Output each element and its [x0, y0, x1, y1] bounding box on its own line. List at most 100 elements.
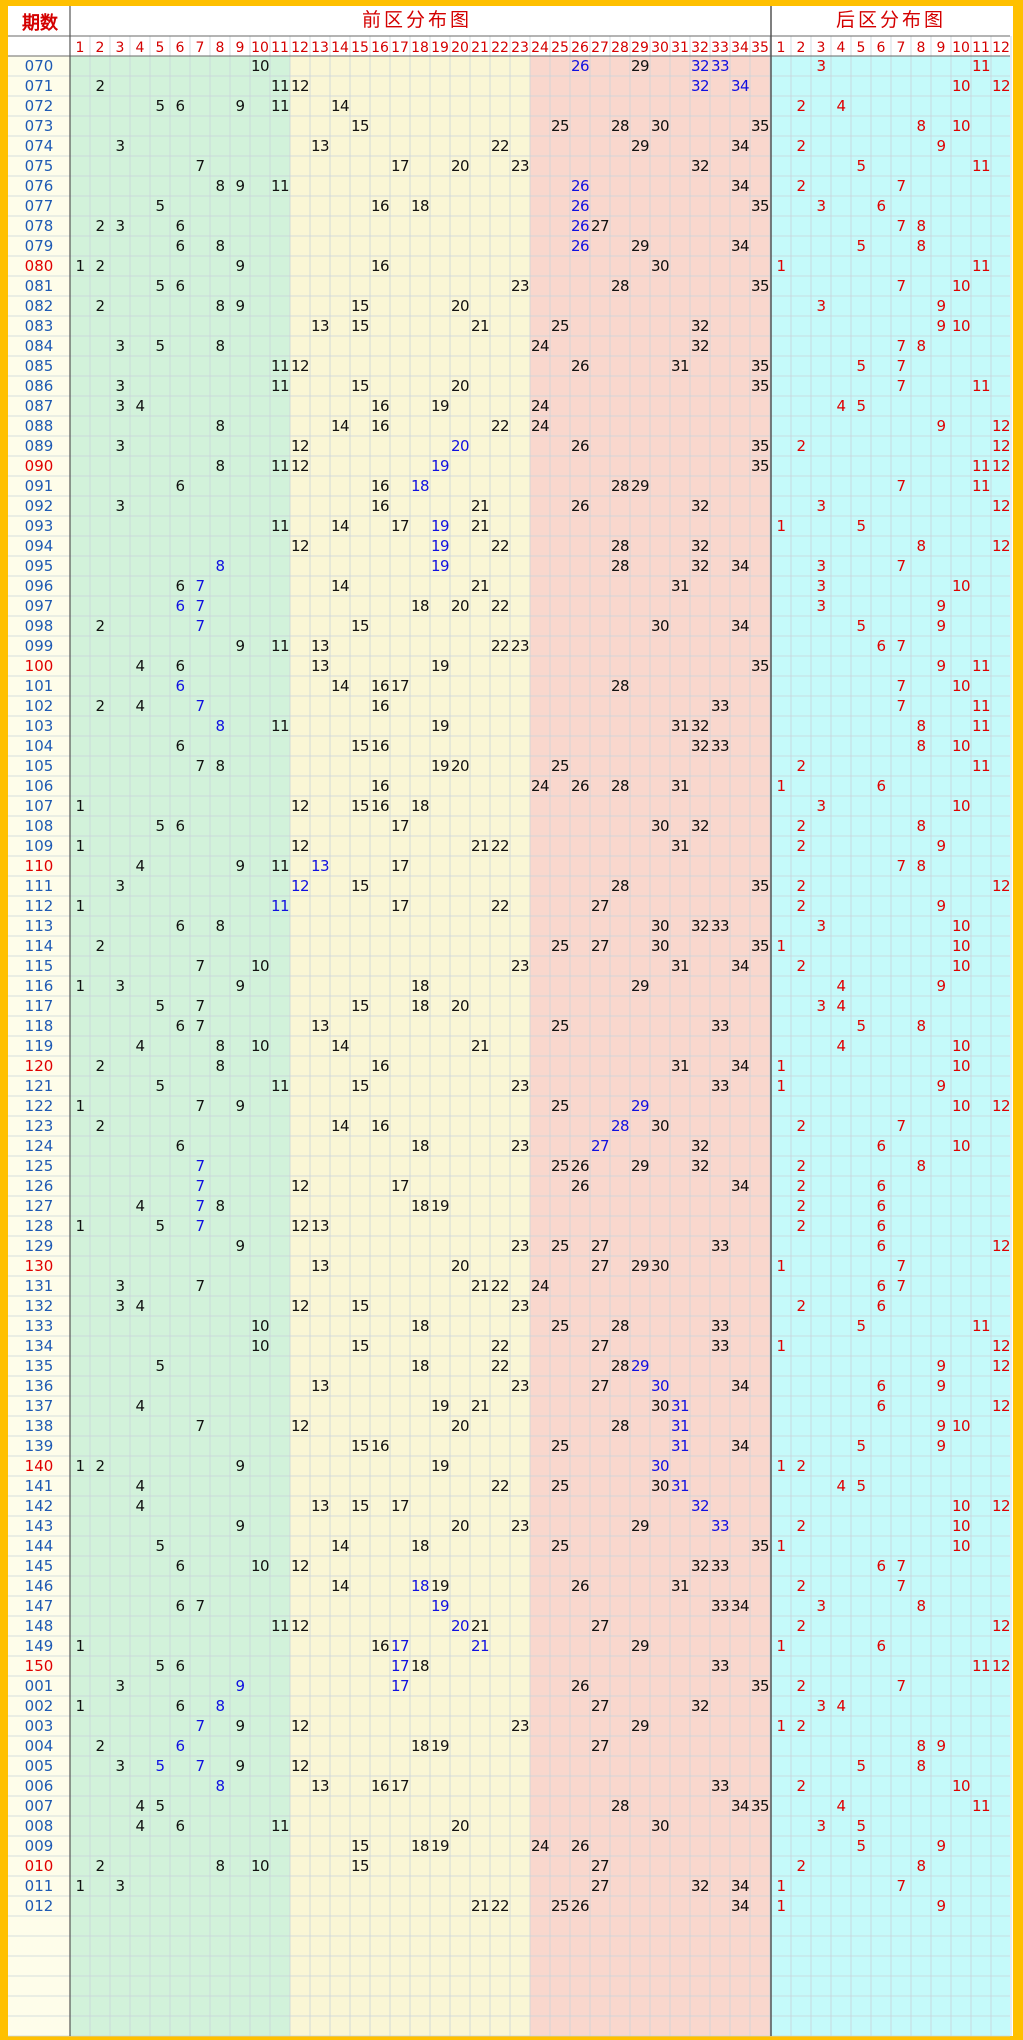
period-label: 129	[25, 1237, 54, 1255]
front-number-mark: 14	[331, 1117, 349, 1135]
front-number-mark: 18	[411, 1317, 429, 1335]
period-label: 148	[25, 1617, 54, 1635]
front-number-mark: 23	[511, 957, 529, 975]
back-number-mark: 9	[936, 297, 945, 315]
back-number-mark: 9	[936, 137, 945, 155]
front-number-mark: 16	[371, 1057, 389, 1075]
front-number-mark: 28	[611, 1117, 629, 1135]
front-number-mark: 6	[175, 277, 184, 295]
front-number-mark: 35	[751, 657, 769, 675]
front-number-mark: 18	[411, 1537, 429, 1555]
front-number-mark: 20	[451, 597, 469, 615]
front-number-mark: 30	[651, 1257, 669, 1275]
front-number-mark: 35	[751, 357, 769, 375]
front-number-mark: 27	[591, 1237, 609, 1255]
back-number-mark: 12	[992, 457, 1010, 475]
front-column-label: 6	[176, 40, 185, 56]
front-number-mark: 1	[75, 1877, 84, 1895]
front-number-mark: 26	[571, 497, 589, 515]
period-label: 111	[25, 877, 54, 895]
back-number-mark: 2	[796, 1157, 805, 1175]
front-number-mark: 31	[671, 1437, 689, 1455]
front-number-mark: 16	[371, 797, 389, 815]
front-number-mark: 33	[711, 1237, 729, 1255]
front-number-mark: 4	[135, 1797, 144, 1815]
back-zone-title: 后区分布图	[836, 9, 946, 31]
period-label: 131	[25, 1277, 54, 1295]
front-number-mark: 25	[551, 117, 569, 135]
period-label: 090	[25, 457, 54, 475]
back-number-mark: 4	[836, 977, 845, 995]
back-number-mark: 8	[916, 1017, 925, 1035]
front-number-mark: 7	[195, 697, 204, 715]
front-number-mark: 4	[135, 857, 144, 875]
back-column-label: 10	[952, 40, 970, 56]
back-number-mark: 2	[796, 817, 805, 835]
front-number-mark: 14	[331, 1577, 349, 1595]
front-number-mark: 8	[215, 1697, 224, 1715]
front-number-mark: 26	[571, 1577, 589, 1595]
front-number-mark: 17	[391, 677, 409, 695]
front-number-mark: 11	[271, 517, 289, 535]
front-number-mark: 23	[511, 157, 529, 175]
back-number-mark: 2	[796, 97, 805, 115]
front-number-mark: 30	[651, 117, 669, 135]
front-number-mark: 1	[75, 1457, 84, 1475]
period-label: 119	[25, 1037, 54, 1055]
front-number-mark: 4	[135, 397, 144, 415]
back-number-mark: 11	[972, 257, 990, 275]
back-number-mark: 10	[952, 677, 970, 695]
back-number-mark: 2	[796, 957, 805, 975]
front-number-mark: 30	[651, 917, 669, 935]
front-column-label: 8	[216, 40, 225, 56]
period-label: 104	[25, 737, 54, 755]
back-number-mark: 2	[796, 897, 805, 915]
front-number-mark: 19	[431, 757, 449, 775]
back-number-mark: 2	[796, 1197, 805, 1215]
front-number-mark: 26	[571, 197, 589, 215]
front-number-mark: 17	[391, 517, 409, 535]
front-number-mark: 30	[651, 1377, 669, 1395]
period-label: 135	[25, 1357, 54, 1375]
front-number-mark: 6	[175, 1597, 184, 1615]
period-label: 089	[25, 437, 54, 455]
front-number-mark: 22	[491, 1897, 509, 1915]
front-number-mark: 9	[235, 1097, 244, 1115]
back-number-mark: 3	[816, 557, 825, 575]
front-number-mark: 2	[95, 697, 104, 715]
front-column-label: 27	[591, 40, 609, 56]
front-column-label: 35	[751, 40, 769, 56]
back-number-mark: 11	[972, 1657, 990, 1675]
front-number-mark: 8	[215, 457, 224, 475]
front-number-mark: 9	[235, 297, 244, 315]
front-number-mark: 25	[551, 1097, 569, 1115]
front-number-mark: 15	[351, 877, 369, 895]
front-number-mark: 26	[571, 217, 589, 235]
back-number-mark: 7	[896, 677, 905, 695]
front-number-mark: 13	[311, 137, 329, 155]
front-number-mark: 3	[115, 977, 124, 995]
front-number-mark: 27	[591, 1857, 609, 1875]
period-label: 001	[25, 1677, 54, 1695]
back-number-mark: 9	[936, 977, 945, 995]
front-number-mark: 2	[95, 1117, 104, 1135]
front-number-mark: 31	[671, 1397, 689, 1415]
front-number-mark: 31	[671, 357, 689, 375]
front-number-mark: 22	[491, 1337, 509, 1355]
period-label: 095	[25, 557, 54, 575]
front-number-mark: 32	[691, 1877, 709, 1895]
front-number-mark: 8	[215, 1057, 224, 1075]
period-label: 130	[25, 1257, 54, 1275]
front-number-mark: 17	[391, 897, 409, 915]
back-number-mark: 5	[856, 1317, 865, 1335]
back-number-mark: 10	[952, 117, 970, 135]
front-number-mark: 5	[155, 1217, 164, 1235]
back-number-mark: 11	[972, 157, 990, 175]
back-number-mark: 12	[992, 1357, 1010, 1375]
back-number-mark: 10	[952, 1537, 970, 1555]
front-number-mark: 35	[751, 937, 769, 955]
back-number-mark: 1	[776, 1257, 785, 1275]
period-label: 079	[25, 237, 54, 255]
front-number-mark: 3	[115, 397, 124, 415]
